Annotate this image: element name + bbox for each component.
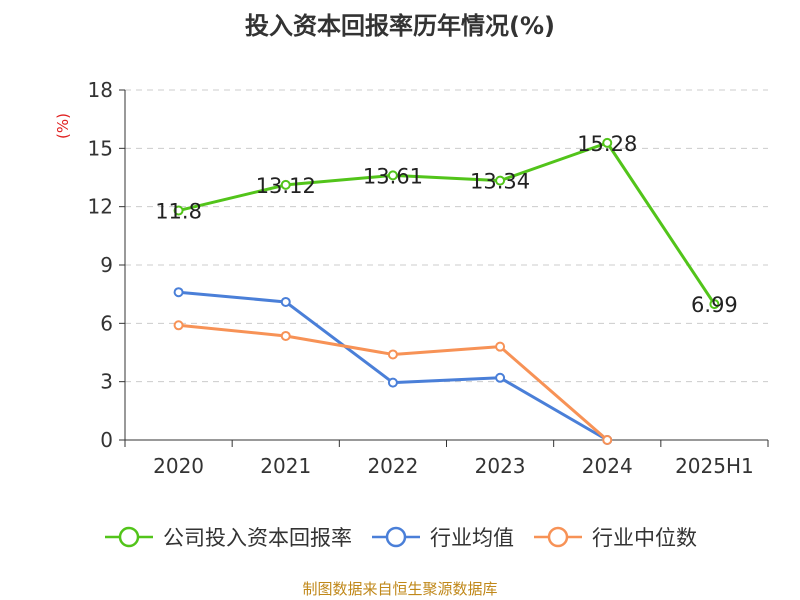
legend-item-company[interactable]: 公司投入资本回报率 <box>103 522 352 552</box>
series-line-1 <box>178 290 609 442</box>
data-point-1 <box>173 287 184 298</box>
y-tick-label: 18 <box>88 78 113 102</box>
legend-label-industry-median: 行业中位数 <box>592 526 697 550</box>
x-tick-label: 2020 <box>153 454 204 478</box>
data-point-2 <box>280 330 291 341</box>
legend-marker-industry-median <box>534 526 582 548</box>
data-point-0 <box>709 299 720 310</box>
x-tick-label: 2025H1 <box>675 454 754 478</box>
data-label: 6.99 <box>691 293 738 317</box>
legend-label-industry-mean: 行业均值 <box>430 526 514 550</box>
legend-marker-industry-mean <box>372 526 420 548</box>
x-tick-label: 2024 <box>582 454 633 478</box>
legend-label-company: 公司投入资本回报率 <box>163 526 352 550</box>
y-tick-label: 3 <box>100 370 113 394</box>
data-point-2 <box>602 435 613 445</box>
legend-marker-company <box>105 526 153 548</box>
x-tick-label: 2023 <box>475 454 526 478</box>
y-tick-label: 9 <box>100 253 113 277</box>
data-point-2 <box>173 320 184 331</box>
x-tick-label: 2021 <box>260 454 311 478</box>
x-tick-label: 2022 <box>367 454 418 478</box>
data-label: 11.8 <box>155 200 202 224</box>
data-point-0 <box>173 205 184 216</box>
data-point-1 <box>387 377 398 388</box>
data-point-1 <box>280 296 291 307</box>
legend-item-industry-median[interactable]: 行业中位数 <box>532 522 697 552</box>
y-axis-label: (%) <box>54 113 72 139</box>
data-label: 13.34 <box>470 170 530 194</box>
y-tick-label: 15 <box>88 136 113 160</box>
data-point-0 <box>495 175 506 186</box>
chart-title: 投入资本回报率历年情况(%) <box>245 12 555 40</box>
data-point-2 <box>387 349 398 360</box>
legend-item-industry-mean[interactable]: 行业均值 <box>370 522 514 552</box>
y-tick-label: 12 <box>88 195 113 219</box>
series-line-0 <box>178 141 716 305</box>
data-label: 13.61 <box>363 164 423 188</box>
y-tick-label: 0 <box>100 428 113 452</box>
legend: 公司投入资本回报率 行业均值 行业中位数 <box>0 520 800 554</box>
data-point-0 <box>602 137 613 148</box>
data-label: 13.12 <box>256 174 316 198</box>
data-point-0 <box>387 170 398 181</box>
data-point-0 <box>280 179 291 190</box>
data-label: 15.28 <box>577 132 637 156</box>
data-point-1 <box>495 372 506 383</box>
data-point-2 <box>495 341 506 352</box>
source-note: 制图数据来自恒生聚源数据库 <box>302 580 498 598</box>
y-tick-label: 6 <box>100 311 113 335</box>
